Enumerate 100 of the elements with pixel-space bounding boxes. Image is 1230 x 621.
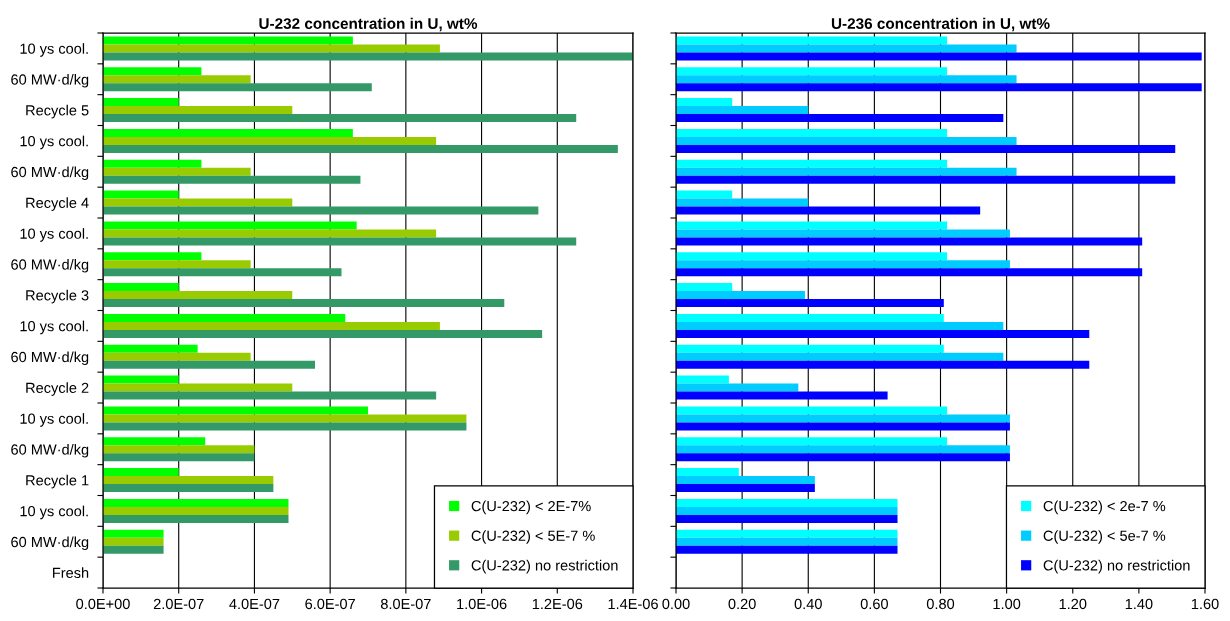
bar: [103, 453, 255, 462]
bar: [676, 144, 1176, 153]
bar: [103, 52, 633, 61]
bar: [676, 537, 898, 546]
bar: [676, 360, 1090, 369]
bar: [103, 128, 353, 137]
bar: [676, 299, 944, 308]
bar: [676, 175, 1176, 184]
bar: [676, 221, 948, 230]
bar: [676, 476, 815, 485]
bar: [103, 136, 437, 145]
bar: [103, 437, 206, 446]
bar: [103, 190, 179, 199]
bar: [676, 268, 1143, 277]
legend-label: C(U-232) < 5E-7 %: [471, 530, 595, 544]
bar: [103, 476, 274, 485]
bar: [103, 484, 274, 493]
bar: [103, 313, 346, 322]
bar: [103, 229, 437, 238]
bar: [103, 344, 198, 353]
bar: [103, 44, 440, 53]
bar: [676, 529, 898, 538]
x-tick-label: 1.20: [1059, 598, 1087, 610]
bar: [676, 198, 809, 207]
bar: [103, 75, 251, 84]
legend-label: C(U-232) no restriction: [1043, 559, 1190, 574]
y-tick-label: Recycle 4: [26, 197, 89, 211]
x-tick-label: 0.80: [926, 598, 955, 610]
bar: [103, 98, 179, 107]
x-tick-label: 1.60: [1191, 598, 1219, 610]
x-tick-label: 0.00: [662, 598, 690, 610]
bar: [676, 136, 1017, 145]
y-tick-label: 60 MW·d/kg: [11, 536, 89, 551]
bar: [676, 237, 1143, 246]
x-tick-label: 1.40: [1125, 598, 1153, 610]
bar: [676, 437, 948, 446]
x-tick-label: 0.20: [728, 598, 756, 610]
x-tick-label: 0.0E+00: [76, 598, 130, 610]
bar: [103, 498, 289, 507]
x-tick-label: 6.0E-07: [305, 598, 355, 610]
legend-label: C(U-232) < 2E-7%: [471, 500, 591, 515]
y-tick-label: 60 MW·d/kg: [11, 351, 89, 366]
x-tick-label: 4.0E-07: [229, 598, 280, 610]
bar: [103, 506, 289, 515]
bar: [676, 344, 944, 353]
bar: [103, 260, 251, 269]
bar: [103, 360, 315, 369]
bar: [103, 514, 289, 523]
bar: [676, 545, 898, 554]
y-tick-label: 10 ys cool.: [20, 43, 88, 57]
bar: [103, 198, 293, 207]
bar: [676, 291, 805, 300]
y-tick-label: 10 ys cool.: [20, 135, 88, 150]
bar: [676, 506, 898, 515]
bar: [676, 498, 898, 507]
bar: [676, 167, 1017, 176]
bar: [103, 283, 179, 292]
y-tick-label: Fresh: [53, 567, 89, 579]
bar: [103, 175, 361, 184]
bar: [676, 313, 944, 322]
y-tick-label: 10 ys cool.: [20, 228, 88, 242]
bar: [676, 67, 948, 76]
bar: [676, 445, 1010, 454]
bar: [676, 375, 729, 384]
bar: [103, 83, 372, 92]
bar: [676, 321, 1004, 330]
bar: [676, 114, 1004, 123]
bar: [103, 206, 539, 215]
bar: [103, 268, 342, 277]
y-tick-label: Recycle 5: [26, 104, 89, 119]
bar: [676, 36, 948, 45]
bar: [103, 299, 505, 308]
bar: [676, 98, 733, 107]
bar: [676, 75, 1017, 84]
bar: [103, 537, 164, 546]
y-tick-label: 10 ys cool.: [20, 320, 88, 335]
bar: [103, 375, 179, 384]
bar: [676, 383, 799, 392]
bar: [103, 167, 251, 176]
bar: [676, 406, 948, 415]
bar: [676, 283, 733, 292]
bar: [103, 67, 202, 76]
bar: [676, 52, 1202, 61]
x-tick-label: 1.2E-06: [532, 598, 583, 610]
bar: [103, 414, 467, 423]
y-tick-label: 60 MW·d/kg: [11, 73, 89, 88]
bar: [676, 106, 809, 115]
chart-title: U-232 concentration in U, wt%: [259, 17, 478, 32]
bar: [103, 468, 179, 477]
x-tick-label: 1.00: [993, 598, 1021, 610]
bar: [103, 545, 164, 554]
bar: [676, 329, 1090, 338]
bar: [103, 329, 543, 338]
legend-label: C(U-232) no restriction: [471, 559, 618, 574]
bar: [676, 468, 739, 477]
bar: [103, 529, 164, 538]
bar: [676, 260, 1010, 269]
x-tick-label: 8.0E-07: [380, 598, 431, 610]
bar: [103, 159, 202, 168]
bar: [676, 83, 1202, 92]
